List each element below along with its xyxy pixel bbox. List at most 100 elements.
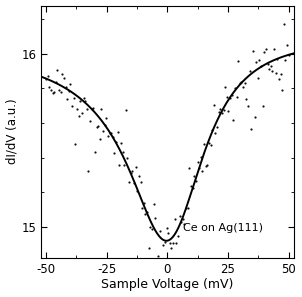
Point [158, 228, 162, 233]
Point [154, 265, 159, 270]
Point [70, 104, 75, 109]
Point [57, 87, 62, 92]
Point [102, 123, 107, 127]
Point [184, 206, 188, 211]
Point [174, 240, 179, 245]
Point [169, 246, 174, 250]
Point [117, 163, 122, 168]
Point [145, 209, 149, 214]
Point [202, 142, 207, 147]
Point [141, 201, 146, 206]
Point [60, 71, 65, 76]
Point [198, 154, 203, 159]
Point [148, 224, 153, 229]
Point [138, 180, 143, 185]
Point [140, 206, 145, 211]
Point [220, 110, 224, 115]
Point [62, 76, 66, 80]
Point [137, 173, 141, 178]
Point [254, 60, 259, 65]
Point [224, 95, 229, 99]
Point [49, 88, 53, 92]
Point [96, 124, 101, 129]
Point [88, 119, 92, 124]
Point [195, 159, 200, 164]
Point [175, 234, 180, 239]
Point [101, 129, 105, 133]
Point [252, 114, 257, 119]
Point [270, 69, 275, 73]
Point [112, 150, 117, 155]
Point [115, 129, 120, 134]
Point [262, 50, 267, 54]
Point [273, 71, 278, 76]
Point [242, 80, 247, 85]
Point [75, 107, 79, 112]
Point [76, 114, 81, 119]
Point [286, 52, 291, 57]
Point [194, 179, 198, 184]
Point [188, 184, 193, 189]
Point [143, 212, 148, 217]
Point [151, 202, 156, 206]
Point [207, 141, 211, 146]
Point [180, 217, 185, 222]
Point [182, 222, 187, 227]
Point [215, 125, 220, 129]
Point [156, 253, 161, 258]
Point [127, 180, 132, 184]
Point [124, 108, 128, 113]
Point [277, 76, 281, 81]
Point [132, 181, 137, 185]
Point [236, 59, 241, 64]
Point [63, 85, 68, 90]
Point [83, 99, 88, 103]
Point [122, 163, 127, 168]
Point [213, 131, 218, 135]
Point [267, 67, 271, 72]
Point [43, 76, 48, 81]
Point [166, 231, 171, 236]
Text: Ce on Ag(111): Ce on Ag(111) [182, 222, 262, 233]
Point [55, 67, 60, 72]
Point [84, 107, 89, 111]
Point [271, 46, 276, 51]
Point [73, 142, 78, 146]
Point [231, 118, 236, 122]
Point [114, 140, 118, 145]
Point [105, 133, 110, 138]
Point [164, 225, 169, 230]
Point [185, 206, 190, 210]
Point [111, 134, 115, 139]
Point [259, 63, 263, 68]
Point [92, 150, 97, 154]
Point [265, 61, 270, 66]
Point [52, 90, 56, 95]
Point [119, 141, 124, 146]
Point [58, 89, 63, 94]
Point [281, 21, 286, 26]
Point [278, 71, 283, 76]
Point [68, 82, 73, 86]
Point [135, 188, 140, 193]
Point [233, 86, 237, 90]
Point [45, 74, 50, 78]
Point [130, 169, 135, 173]
Point [275, 57, 280, 62]
Point [177, 214, 182, 218]
Point [218, 107, 223, 111]
Point [128, 170, 133, 175]
Point [247, 69, 252, 74]
Point [249, 127, 254, 131]
Point [65, 97, 70, 101]
Point [257, 57, 262, 62]
Point [50, 91, 55, 96]
Point [47, 85, 52, 89]
Point [99, 107, 104, 112]
Point [94, 124, 99, 129]
Point [167, 241, 172, 245]
Point [97, 137, 102, 142]
Point [197, 165, 201, 170]
Point [89, 107, 94, 112]
Point [125, 156, 130, 160]
